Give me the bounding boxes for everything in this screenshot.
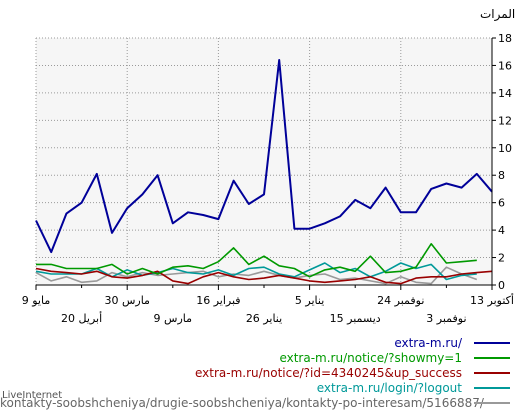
series-line-3 bbox=[35, 267, 493, 285]
x-tick-label: 15 ديسمبر bbox=[330, 312, 381, 325]
legend-swatch bbox=[474, 357, 510, 359]
legend-label: extra-m.ru/login/?logout bbox=[316, 381, 462, 395]
legend-swatch bbox=[474, 342, 510, 344]
x-tick-label: 9 مايو bbox=[22, 294, 51, 307]
series-line-5 bbox=[35, 266, 478, 285]
y-tick-label: 12 bbox=[498, 114, 512, 127]
legend-item: extra-m.ru/notice/?id=4340245&up_success bbox=[0, 366, 510, 381]
y-tick-label: 14 bbox=[498, 87, 512, 100]
x-tick-label: 3 نوفمبر bbox=[426, 312, 466, 325]
x-tick-label: 5 يناير bbox=[295, 294, 324, 307]
grid-lines bbox=[35, 37, 493, 285]
credit-label: LiveInternet bbox=[2, 390, 63, 401]
series-line-1 bbox=[35, 59, 493, 254]
legend-label: extra-m.ru/ bbox=[394, 336, 462, 350]
legend-label: extra-m.ru/notice/?id=4340245&up_success bbox=[194, 366, 462, 380]
x-tick-label: 24 نوفمبر bbox=[377, 294, 424, 307]
legend-item: extra-m.ru/ bbox=[0, 336, 510, 351]
legend-label: extra-m.ru/notice/?showmy=1 bbox=[279, 351, 462, 365]
legend-label: kontakty-soobshcheniya/drugie-soobshchen… bbox=[0, 396, 484, 410]
x-tick-label: 9 مارس bbox=[154, 312, 193, 325]
legend-swatch bbox=[474, 387, 510, 389]
series-lines bbox=[35, 59, 493, 285]
legend-item: extra-m.ru/notice/?showmy=1 bbox=[0, 351, 510, 366]
x-axis-ticks: 9 مايو 30 مارس 16 فبراير 5 يناير 24 نوفمبر 13… bbox=[22, 285, 514, 325]
legend: extra-m.ru/ extra-m.ru/notice/?showmy=1 … bbox=[0, 336, 510, 411]
y-axis-ticks: 0 2 4 6 8 10 12 14 16 18 bbox=[492, 32, 512, 292]
x-tick-label: 30 مارس bbox=[104, 294, 150, 307]
x-tick-label: 13 أكتوبر bbox=[470, 293, 514, 307]
x-tick-label: 26 يناير bbox=[246, 312, 282, 325]
y-axis-title: المرات bbox=[480, 7, 515, 22]
legend-swatch bbox=[474, 372, 510, 374]
plot-area bbox=[36, 38, 492, 285]
y-tick-label: 16 bbox=[498, 59, 512, 72]
y-tick-label: 2 bbox=[498, 252, 505, 265]
x-tick-label: 16 فبراير bbox=[196, 294, 240, 307]
y-tick-label: 8 bbox=[498, 169, 505, 182]
y-tick-label: 6 bbox=[498, 197, 505, 210]
y-tick-label: 10 bbox=[498, 142, 512, 155]
legend-item: kontakty-soobshcheniya/drugie-soobshchen… bbox=[0, 396, 510, 411]
x-tick-label: 20 أبريل bbox=[61, 311, 102, 325]
y-tick-label: 0 bbox=[498, 279, 505, 292]
legend-swatch bbox=[474, 402, 510, 404]
series-line-2 bbox=[36, 243, 477, 278]
y-tick-label: 4 bbox=[498, 224, 505, 237]
legend-item: extra-m.ru/login/?logout bbox=[0, 381, 510, 396]
y-tick-label: 18 bbox=[498, 32, 512, 45]
